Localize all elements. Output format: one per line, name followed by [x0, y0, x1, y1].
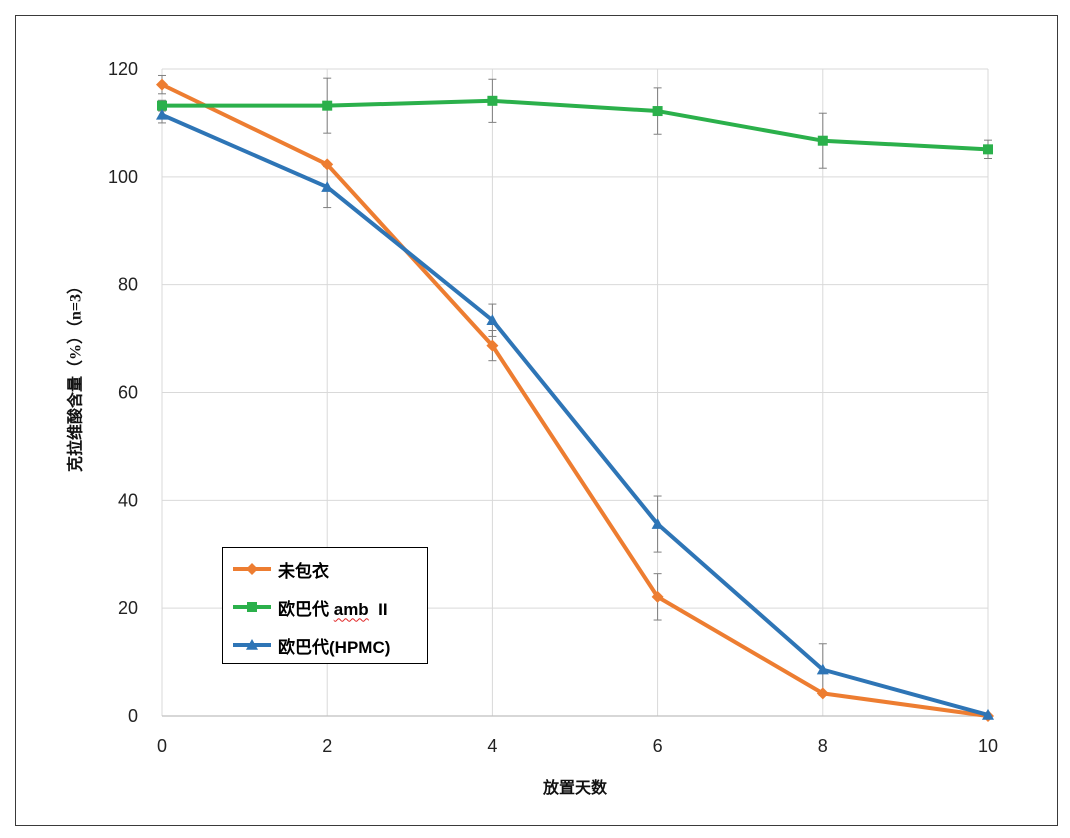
legend-label-uncoated: 未包衣 [278, 561, 329, 581]
triangle-marker [651, 518, 664, 529]
square-marker [247, 602, 257, 612]
legend-label-opadry-amb: 欧巴代 amb II [278, 599, 388, 619]
x-tick-label: 0 [157, 736, 167, 756]
legend-key-green-square [233, 602, 271, 612]
triangle-marker [486, 314, 499, 326]
x-tick-label: 10 [978, 736, 998, 756]
plot-series [156, 78, 994, 722]
y-tick-label: 20 [118, 598, 138, 618]
diamond-marker [651, 590, 664, 603]
legend-key-blue-triangle [233, 639, 271, 650]
y-tick-label: 60 [118, 383, 138, 403]
spellcheck-underline: amb [333, 599, 369, 619]
y-tick-label: 100 [108, 167, 138, 187]
triangle-marker [982, 708, 994, 720]
y-tick-label: 0 [128, 706, 138, 726]
square-marker [487, 95, 498, 106]
diamond-marker [156, 78, 168, 91]
x-axis-title: 放置天数 [542, 778, 608, 797]
y-tick-label: 120 [108, 59, 138, 79]
x-tick-label: 8 [818, 736, 828, 756]
triangle-marker [246, 639, 258, 650]
series-line [160, 112, 990, 717]
chart-border [15, 15, 1058, 826]
y-axis-title: 克拉维酸含量（%）（n=3） [66, 278, 85, 472]
tick-labels: 0 20 40 60 80 100 120 0 2 4 6 8 10 [108, 59, 998, 756]
square-marker [652, 106, 663, 117]
triangle-marker [816, 663, 829, 675]
legend-item-opadry-hpmc: 欧巴代(HPMC) [223, 626, 427, 664]
diamond-marker [816, 687, 829, 700]
y-tick-label: 40 [118, 490, 138, 510]
x-tick-label: 2 [322, 736, 332, 756]
diamond-marker [246, 563, 258, 575]
x-tick-label: 6 [653, 736, 663, 756]
square-marker [983, 144, 993, 155]
series-triangle [156, 108, 994, 720]
x-tick-label: 4 [487, 736, 497, 756]
legend-item-uncoated: 未包衣 [223, 550, 427, 588]
y-tick-label: 80 [118, 275, 138, 295]
legend: 未包衣 欧巴代 amb II 欧巴代(HPMC) [222, 547, 428, 664]
series-square [157, 95, 993, 155]
square-marker [817, 135, 828, 146]
square-marker [157, 100, 167, 111]
square-marker [322, 100, 333, 111]
triangle-marker [321, 181, 334, 192]
diamond-marker [486, 339, 499, 352]
legend-label-opadry-hpmc: 欧巴代(HPMC) [278, 637, 391, 657]
legend-item-opadry-amb: 欧巴代 amb II [223, 588, 427, 626]
diamond-marker [321, 158, 334, 171]
series-line [160, 82, 990, 718]
series-line [160, 98, 990, 152]
triangle-marker [156, 108, 168, 120]
legend-key-orange-diamond [233, 563, 271, 575]
